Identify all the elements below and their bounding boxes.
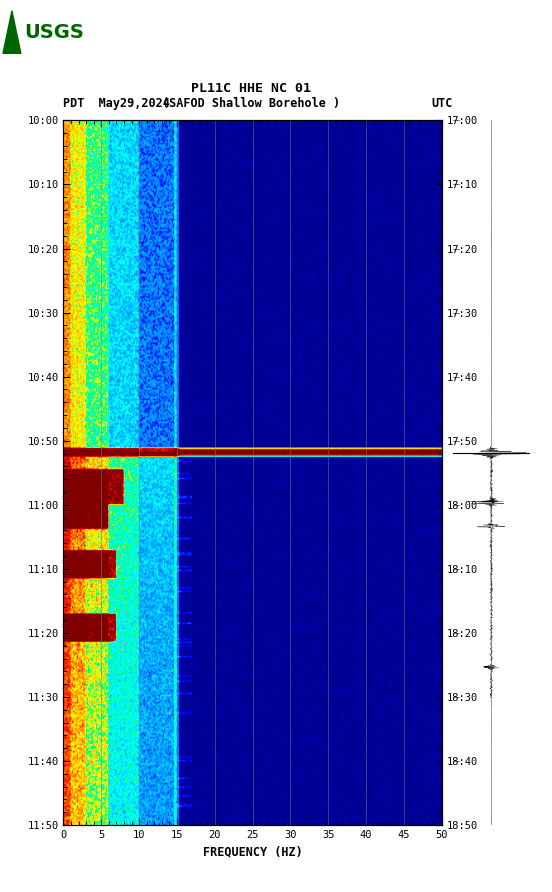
- Text: PL11C HHE NC 01: PL11C HHE NC 01: [191, 82, 311, 95]
- Text: PDT  May29,2024: PDT May29,2024: [63, 96, 171, 110]
- Text: (SAFOD Shallow Borehole ): (SAFOD Shallow Borehole ): [162, 96, 340, 110]
- Text: USGS: USGS: [24, 22, 84, 42]
- Text: UTC: UTC: [431, 96, 452, 110]
- X-axis label: FREQUENCY (HZ): FREQUENCY (HZ): [203, 846, 302, 858]
- Polygon shape: [3, 11, 21, 54]
